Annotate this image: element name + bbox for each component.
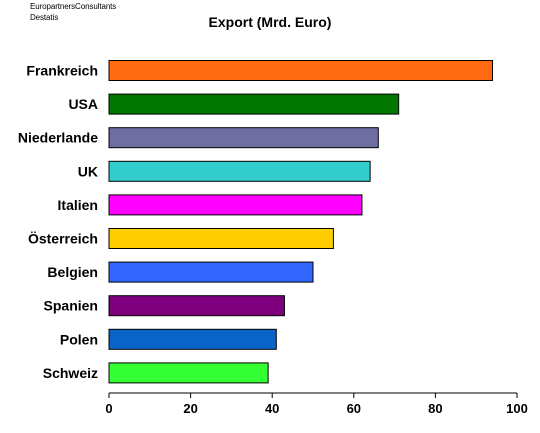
x-tick-label-40: 40: [265, 401, 279, 416]
x-tick-label-80: 80: [428, 401, 442, 416]
bar-österreich: [108, 228, 334, 249]
category-label-niederlande: Niederlande: [18, 130, 98, 146]
category-label-italien: Italien: [58, 197, 98, 213]
bar-polen: [108, 328, 277, 350]
category-label-polen: Polen: [60, 331, 98, 347]
source-line-2: Destatis: [30, 13, 59, 22]
x-tick-label-60: 60: [347, 401, 361, 416]
bars-layer: Frankreich USA Niederlande UK Italien Österre…: [18, 60, 494, 384]
category-label-spanien: Spanien: [44, 298, 98, 314]
category-label-frankreich: Frankreich: [26, 63, 98, 79]
bar-uk: [108, 160, 371, 182]
category-label-uk: UK: [78, 163, 98, 179]
chart-title: Export (Mrd. Euro): [209, 14, 332, 30]
bar-belgien: [108, 261, 314, 283]
bar-schweiz: [108, 362, 269, 384]
x-tick-label-20: 20: [183, 401, 197, 416]
bar-spanien: [108, 295, 285, 317]
bar-niederlande: [108, 127, 379, 149]
category-label-schweiz: Schweiz: [43, 365, 98, 381]
category-label-österreich: Österreich: [28, 231, 98, 247]
x-axis: 0 20 40 60 80 100: [105, 392, 528, 416]
x-tick-label-100: 100: [506, 401, 528, 416]
x-tick-label-0: 0: [105, 401, 112, 416]
category-label-belgien: Belgien: [47, 264, 98, 280]
bar-italien: [108, 194, 363, 216]
category-label-usa: USA: [68, 96, 98, 112]
bar-usa: [108, 93, 400, 115]
source-line-1: EuropartnersConsultants: [30, 2, 117, 11]
bar-frankreich: [108, 60, 494, 81]
